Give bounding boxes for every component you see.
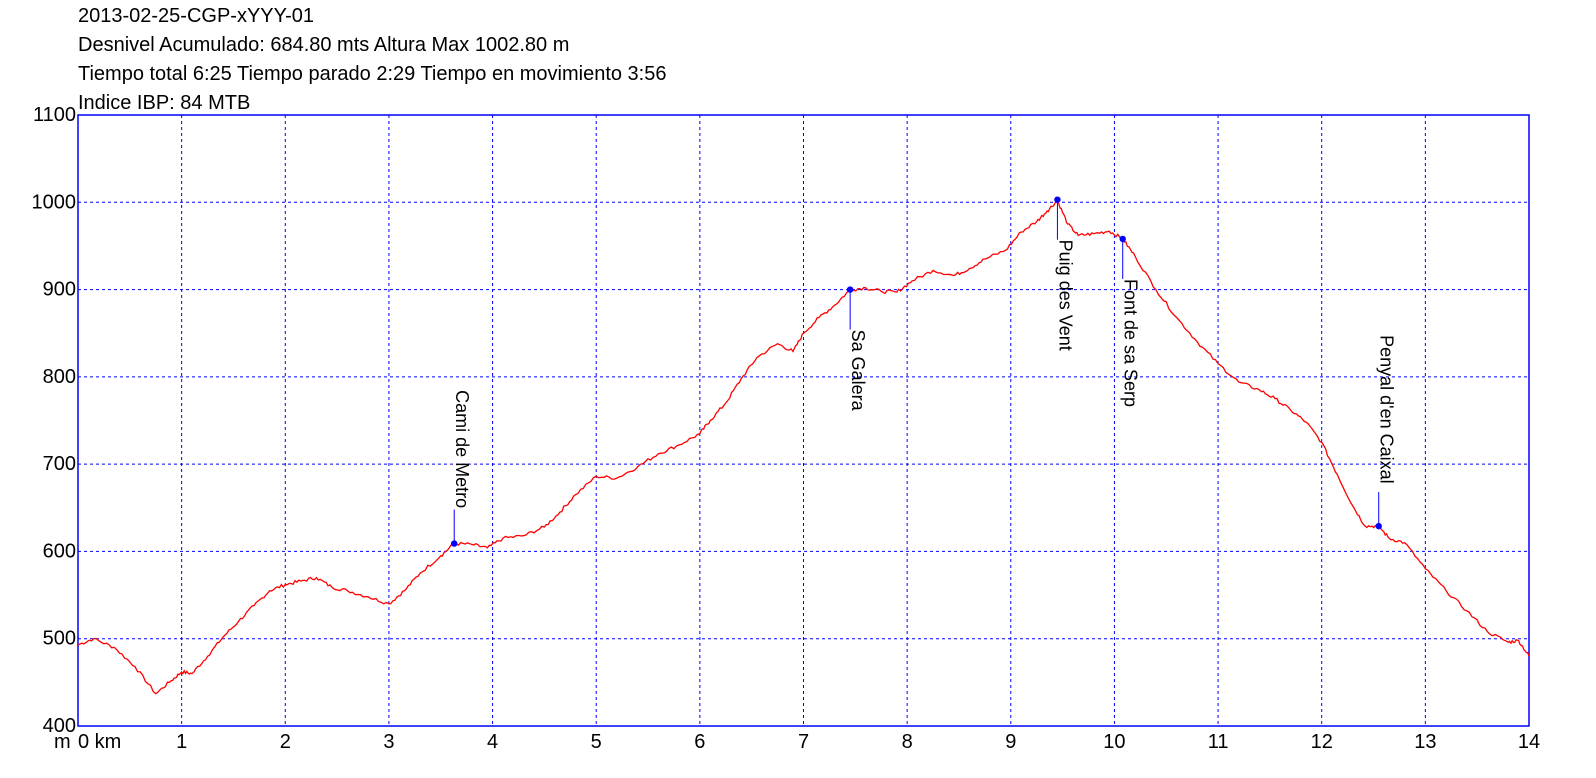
y-tick-label: 1100 bbox=[33, 104, 76, 126]
x-tick-label: 3 bbox=[383, 731, 394, 753]
waypoint-label: Cami de Metro bbox=[452, 390, 472, 508]
waypoint-label: Penyal d'en Caixal bbox=[1377, 335, 1397, 484]
x-tick-label: 10 bbox=[1103, 731, 1125, 753]
elevation-profile-line bbox=[77, 199, 1530, 695]
profile-title: 2013-02-25-CGP-xYYY-01 bbox=[78, 5, 315, 27]
x-tick-label: 1 bbox=[176, 731, 187, 753]
x-tick-label: 7 bbox=[798, 731, 809, 753]
y-tick-label: 700 bbox=[43, 453, 76, 475]
waypoint-marker: Puig des Vent bbox=[1054, 196, 1075, 351]
waypoint-label: Puig des Vent bbox=[1055, 240, 1075, 351]
y-tick-label: 500 bbox=[43, 628, 76, 650]
waypoint-label: Font de sa Serp bbox=[1121, 279, 1141, 407]
x-tick-label: 13 bbox=[1414, 731, 1436, 753]
x-tick-label: 4 bbox=[487, 731, 498, 753]
x-tick-label: 9 bbox=[1005, 731, 1016, 753]
time-summary: Tiempo total 6:25 Tiempo parado 2:29 Tie… bbox=[78, 63, 667, 85]
y-axis-unit: m bbox=[54, 731, 71, 753]
x-tick-label: 0 km bbox=[78, 731, 121, 753]
x-tick-label: 11 bbox=[1208, 731, 1229, 753]
waypoint-dot bbox=[846, 286, 854, 293]
x-tick-label: 2 bbox=[280, 731, 291, 753]
grid-lines bbox=[78, 115, 1529, 726]
x-tick-label: 14 bbox=[1518, 731, 1540, 753]
y-tick-label: 900 bbox=[43, 279, 76, 301]
x-axis-ticks: 0 km 1 2 3 4 5 6 7 8 9 10 11 12 13 14 bbox=[78, 731, 1540, 753]
x-tick-label: 12 bbox=[1311, 731, 1333, 753]
waypoints: Cami de Metro Sa Galera Puig des Vent Font … bbox=[451, 196, 1397, 547]
y-tick-label: 400 bbox=[43, 715, 76, 737]
y-tick-label: 800 bbox=[43, 366, 76, 388]
plot-frame bbox=[77, 114, 1530, 727]
x-tick-label: 8 bbox=[902, 731, 913, 753]
elevation-summary: Desnivel Acumulado: 684.80 mts Altura Ma… bbox=[78, 34, 570, 56]
waypoint-label: Sa Galera bbox=[848, 330, 868, 412]
waypoint-marker: Penyal d'en Caixal bbox=[1375, 335, 1397, 530]
y-tick-label: 1000 bbox=[32, 191, 77, 213]
waypoint-marker: Font de sa Serp bbox=[1119, 235, 1141, 407]
x-tick-label: 5 bbox=[591, 731, 602, 753]
y-tick-label: 600 bbox=[43, 540, 76, 562]
waypoint-marker: Cami de Metro bbox=[451, 390, 472, 547]
x-tick-label: 6 bbox=[694, 731, 705, 753]
ibp-index: Indice IBP: 84 MTB bbox=[78, 92, 251, 114]
waypoint-marker: Sa Galera bbox=[846, 286, 868, 412]
y-axis-ticks: 400 500 600 700 800 900 1000 1100 bbox=[32, 104, 77, 737]
